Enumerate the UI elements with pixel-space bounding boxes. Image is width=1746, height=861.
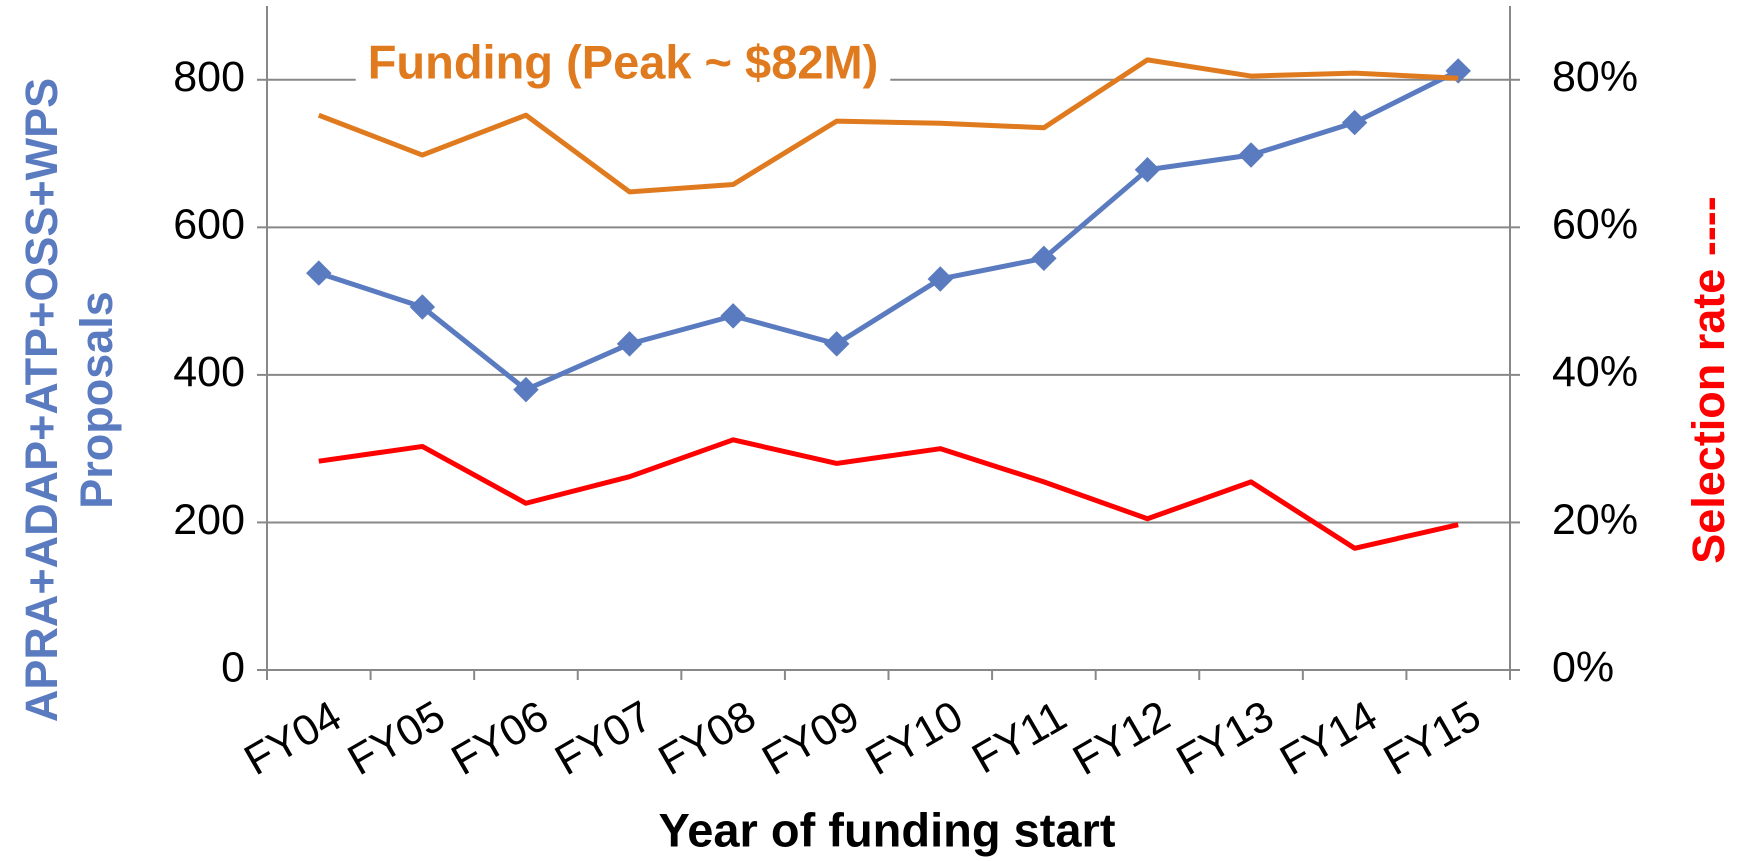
x-tick-label: FY15 xyxy=(1376,692,1489,785)
x-tick-label: FY07 xyxy=(547,692,660,785)
marker xyxy=(1341,109,1368,136)
y-tick-label: 600 xyxy=(173,201,245,249)
y2-axis-title: Selection rate ---- xyxy=(1683,196,1734,564)
y2-tick-label: 80% xyxy=(1552,53,1638,101)
marker xyxy=(720,303,746,329)
marker xyxy=(409,294,436,320)
marker xyxy=(513,376,539,403)
x-tick-label: FY08 xyxy=(651,692,764,785)
legend-label: Funding (Peak ~ $82M) xyxy=(368,35,879,88)
marker xyxy=(616,331,643,357)
y-tick-label: 400 xyxy=(173,348,245,396)
x-tick-label: FY11 xyxy=(964,692,1074,783)
x-tick-label: FY14 xyxy=(1272,692,1385,785)
x-axis-title: Year of funding start xyxy=(659,803,1116,856)
y-tick-label: 200 xyxy=(173,496,245,544)
x-tick-label: FY04 xyxy=(236,692,349,785)
y2-tick-label: 20% xyxy=(1552,496,1638,544)
y-tick-label: 800 xyxy=(173,53,245,101)
x-tick-label: FY12 xyxy=(1065,692,1178,785)
x-tick-label: FY13 xyxy=(1169,692,1282,785)
series-line xyxy=(317,57,1459,195)
x-tick-label: FY09 xyxy=(754,692,867,785)
series-line xyxy=(318,437,1459,551)
y2-tick-label: 60% xyxy=(1552,201,1638,249)
marker xyxy=(823,331,850,357)
y-axis-title-line: Proposals xyxy=(71,291,122,509)
marker xyxy=(306,260,332,286)
x-tick-label: FY10 xyxy=(858,692,971,785)
y-axis-title-line: APRA+ADAP+ATP+OSS+WPS xyxy=(16,78,67,722)
legend-background xyxy=(355,35,891,89)
marker xyxy=(927,266,954,292)
x-tick-label: FY06 xyxy=(444,692,557,785)
marker xyxy=(1238,142,1264,168)
y-tick-label: 0 xyxy=(221,643,245,691)
y2-tick-label: 0% xyxy=(1552,643,1614,691)
x-tick-label: FY05 xyxy=(340,692,453,785)
series-line xyxy=(318,68,1460,393)
y2-tick-label: 40% xyxy=(1552,348,1638,396)
y-axis-title: APRA+ADAP+ATP+OSS+WPS Proposals xyxy=(16,78,122,722)
